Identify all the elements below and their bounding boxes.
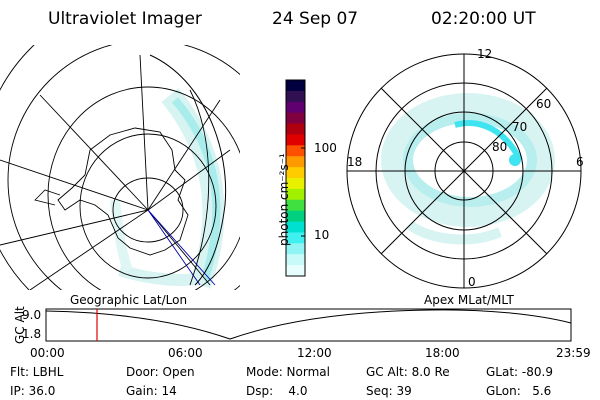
alt-tick-bottom: 1.8: [22, 327, 42, 341]
time-tick-2359: 23:59: [556, 346, 591, 360]
mlt-label-0: 0: [468, 275, 476, 289]
info-gain: Gain: 14: [126, 384, 177, 398]
colorbar-segment: [286, 254, 305, 266]
time-tick-0600: 06:00: [168, 346, 203, 360]
geo-coords-label: Geographic Lat/Lon: [70, 293, 188, 307]
info-seq: Seq: 39: [366, 384, 412, 398]
instrument-title: Ultraviolet Imager: [48, 9, 202, 29]
colorbar-tick-10: 10: [314, 228, 330, 242]
time-tick-0000: 00:00: [30, 346, 65, 360]
info-dsp: Dsp: 4.0: [246, 384, 308, 398]
colorbar-segment: [286, 101, 305, 114]
lat-label-70: 70: [512, 120, 528, 134]
info-glat: GLat: -80.9: [486, 365, 553, 379]
time-tick-1800: 18:00: [425, 346, 460, 360]
mlt-label-6: 6: [576, 155, 584, 169]
colorbar-label: photon cm⁻²s⁻¹: [277, 153, 291, 246]
lat-label-80: 80: [492, 140, 508, 154]
colorbar-segment: [286, 134, 305, 146]
info-mode: Mode: Normal: [246, 365, 330, 379]
colorbar-segment: [286, 265, 305, 277]
alt-tick-top: 9.0: [22, 308, 42, 322]
info-glon: GLon: 5.6: [486, 384, 552, 398]
mlt-label-18: 18: [347, 155, 363, 169]
colorbar-segment: [286, 80, 305, 92]
info-filter: Flt: LBHL: [10, 365, 64, 379]
colorbar-segment: [286, 90, 305, 103]
time-tick-1200: 12:00: [297, 346, 332, 360]
mlt-label-12: 12: [477, 47, 493, 61]
time-label: 02:20:00 UT: [431, 9, 536, 29]
colorbar-segment: [286, 112, 305, 125]
date-label: 24 Sep 07: [272, 9, 359, 29]
info-gc-alt: GC Alt: 8.0 Re: [366, 365, 450, 379]
info-door: Door: Open: [126, 365, 195, 379]
apex-coords-label: Apex MLat/MLT: [424, 293, 514, 307]
info-ip: IP: 36.0: [10, 384, 56, 398]
colorbar-segment: [286, 123, 305, 135]
colorbar-tick-100: 100: [314, 141, 337, 155]
lat-label-60: 60: [536, 97, 552, 111]
